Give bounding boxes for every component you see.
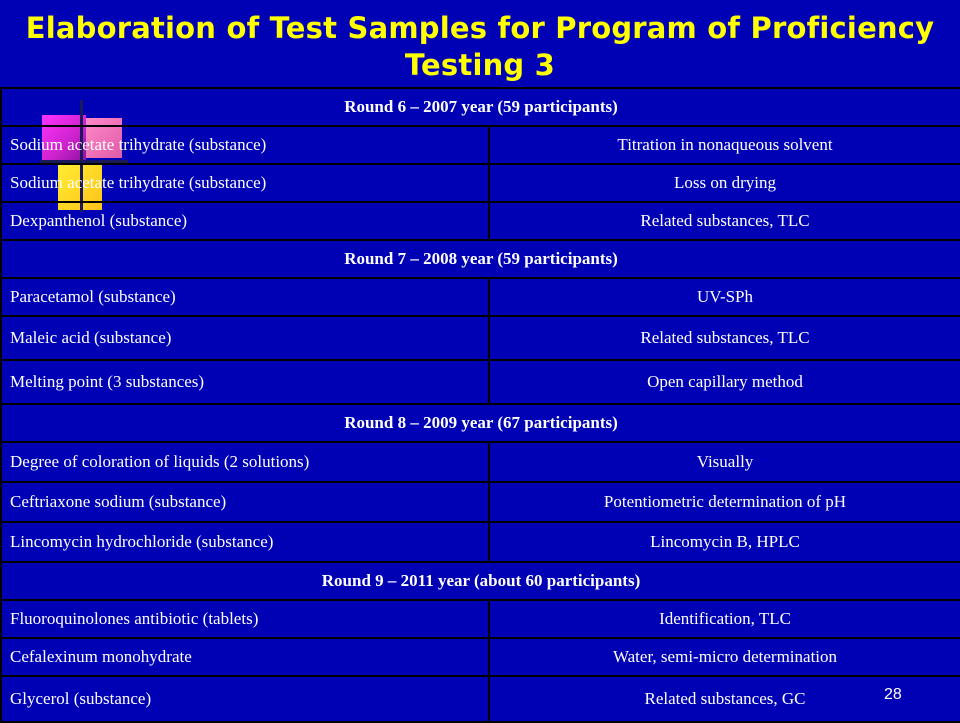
method-cell: Related substances, GC xyxy=(488,675,960,723)
round-row: Round 8 – 2009 year (67 participants) xyxy=(0,403,960,443)
round-header: Round 9 – 2011 year (about 60 participan… xyxy=(0,561,960,601)
table-row: Sodium acetate trihydrate (substance) Lo… xyxy=(0,163,960,203)
page-number: 28 xyxy=(884,686,902,703)
round-header: Round 8 – 2009 year (67 participants) xyxy=(0,403,960,443)
sample-cell: Melting point (3 substances) xyxy=(0,359,490,405)
sample-cell: Cefalexinum monohydrate xyxy=(0,637,490,677)
table-row: Dexpanthenol (substance) Related substan… xyxy=(0,201,960,241)
table-row: Fluoroquinolones antibiotic (tablets) Id… xyxy=(0,599,960,639)
method-cell: Potentiometric determination of pH xyxy=(488,481,960,523)
table-row: Ceftriaxone sodium (substance) Potentiom… xyxy=(0,481,960,523)
sample-cell: Dexpanthenol (substance) xyxy=(0,201,490,241)
table-row: Sodium acetate trihydrate (substance) Ti… xyxy=(0,125,960,165)
sample-cell: Lincomycin hydrochloride (substance) xyxy=(0,521,490,563)
round-row: Round 9 – 2011 year (about 60 participan… xyxy=(0,561,960,601)
sample-cell: Sodium acetate trihydrate (substance) xyxy=(0,125,490,165)
method-cell: Lincomycin B, HPLC xyxy=(488,521,960,563)
round-row: Round 7 – 2008 year (59 participants) xyxy=(0,239,960,279)
sample-cell: Glycerol (substance) xyxy=(0,675,490,723)
round-row: Round 6 – 2007 year (59 participants) xyxy=(0,87,960,127)
sample-cell: Maleic acid (substance) xyxy=(0,315,490,361)
table-row: Maleic acid (substance) Related substanc… xyxy=(0,315,960,361)
sample-cell: Sodium acetate trihydrate (substance) xyxy=(0,163,490,203)
sample-cell: Fluoroquinolones antibiotic (tablets) xyxy=(0,599,490,639)
method-cell: Titration in nonaqueous solvent xyxy=(488,125,960,165)
table-row: Melting point (3 substances) Open capill… xyxy=(0,359,960,405)
method-cell: Loss on drying xyxy=(488,163,960,203)
table-row: Cefalexinum monohydrate Water, semi-micr… xyxy=(0,637,960,677)
method-cell: Open capillary method xyxy=(488,359,960,405)
round-header: Round 7 – 2008 year (59 participants) xyxy=(0,239,960,279)
proficiency-testing-table: Round 6 – 2007 year (59 participants) So… xyxy=(0,87,960,723)
sample-cell: Ceftriaxone sodium (substance) xyxy=(0,481,490,523)
method-cell: UV-SPh xyxy=(488,277,960,317)
table-row: Glycerol (substance) Related substances,… xyxy=(0,675,960,723)
method-cell: Identification, TLC xyxy=(488,599,960,639)
round-header: Round 6 – 2007 year (59 participants) xyxy=(0,87,960,127)
table-row: Lincomycin hydrochloride (substance) Lin… xyxy=(0,521,960,563)
method-cell: Related substances, TLC xyxy=(488,201,960,241)
method-cell: Water, semi-micro determination xyxy=(488,637,960,677)
sample-cell: Paracetamol (substance) xyxy=(0,277,490,317)
slide-title: Elaboration of Test Samples for Program … xyxy=(25,11,935,82)
table-row: Paracetamol (substance) UV-SPh xyxy=(0,277,960,317)
table-row: Degree of coloration of liquids (2 solut… xyxy=(0,441,960,483)
method-cell: Visually xyxy=(488,441,960,483)
sample-cell: Degree of coloration of liquids (2 solut… xyxy=(0,441,490,483)
method-cell: Related substances, TLC xyxy=(488,315,960,361)
